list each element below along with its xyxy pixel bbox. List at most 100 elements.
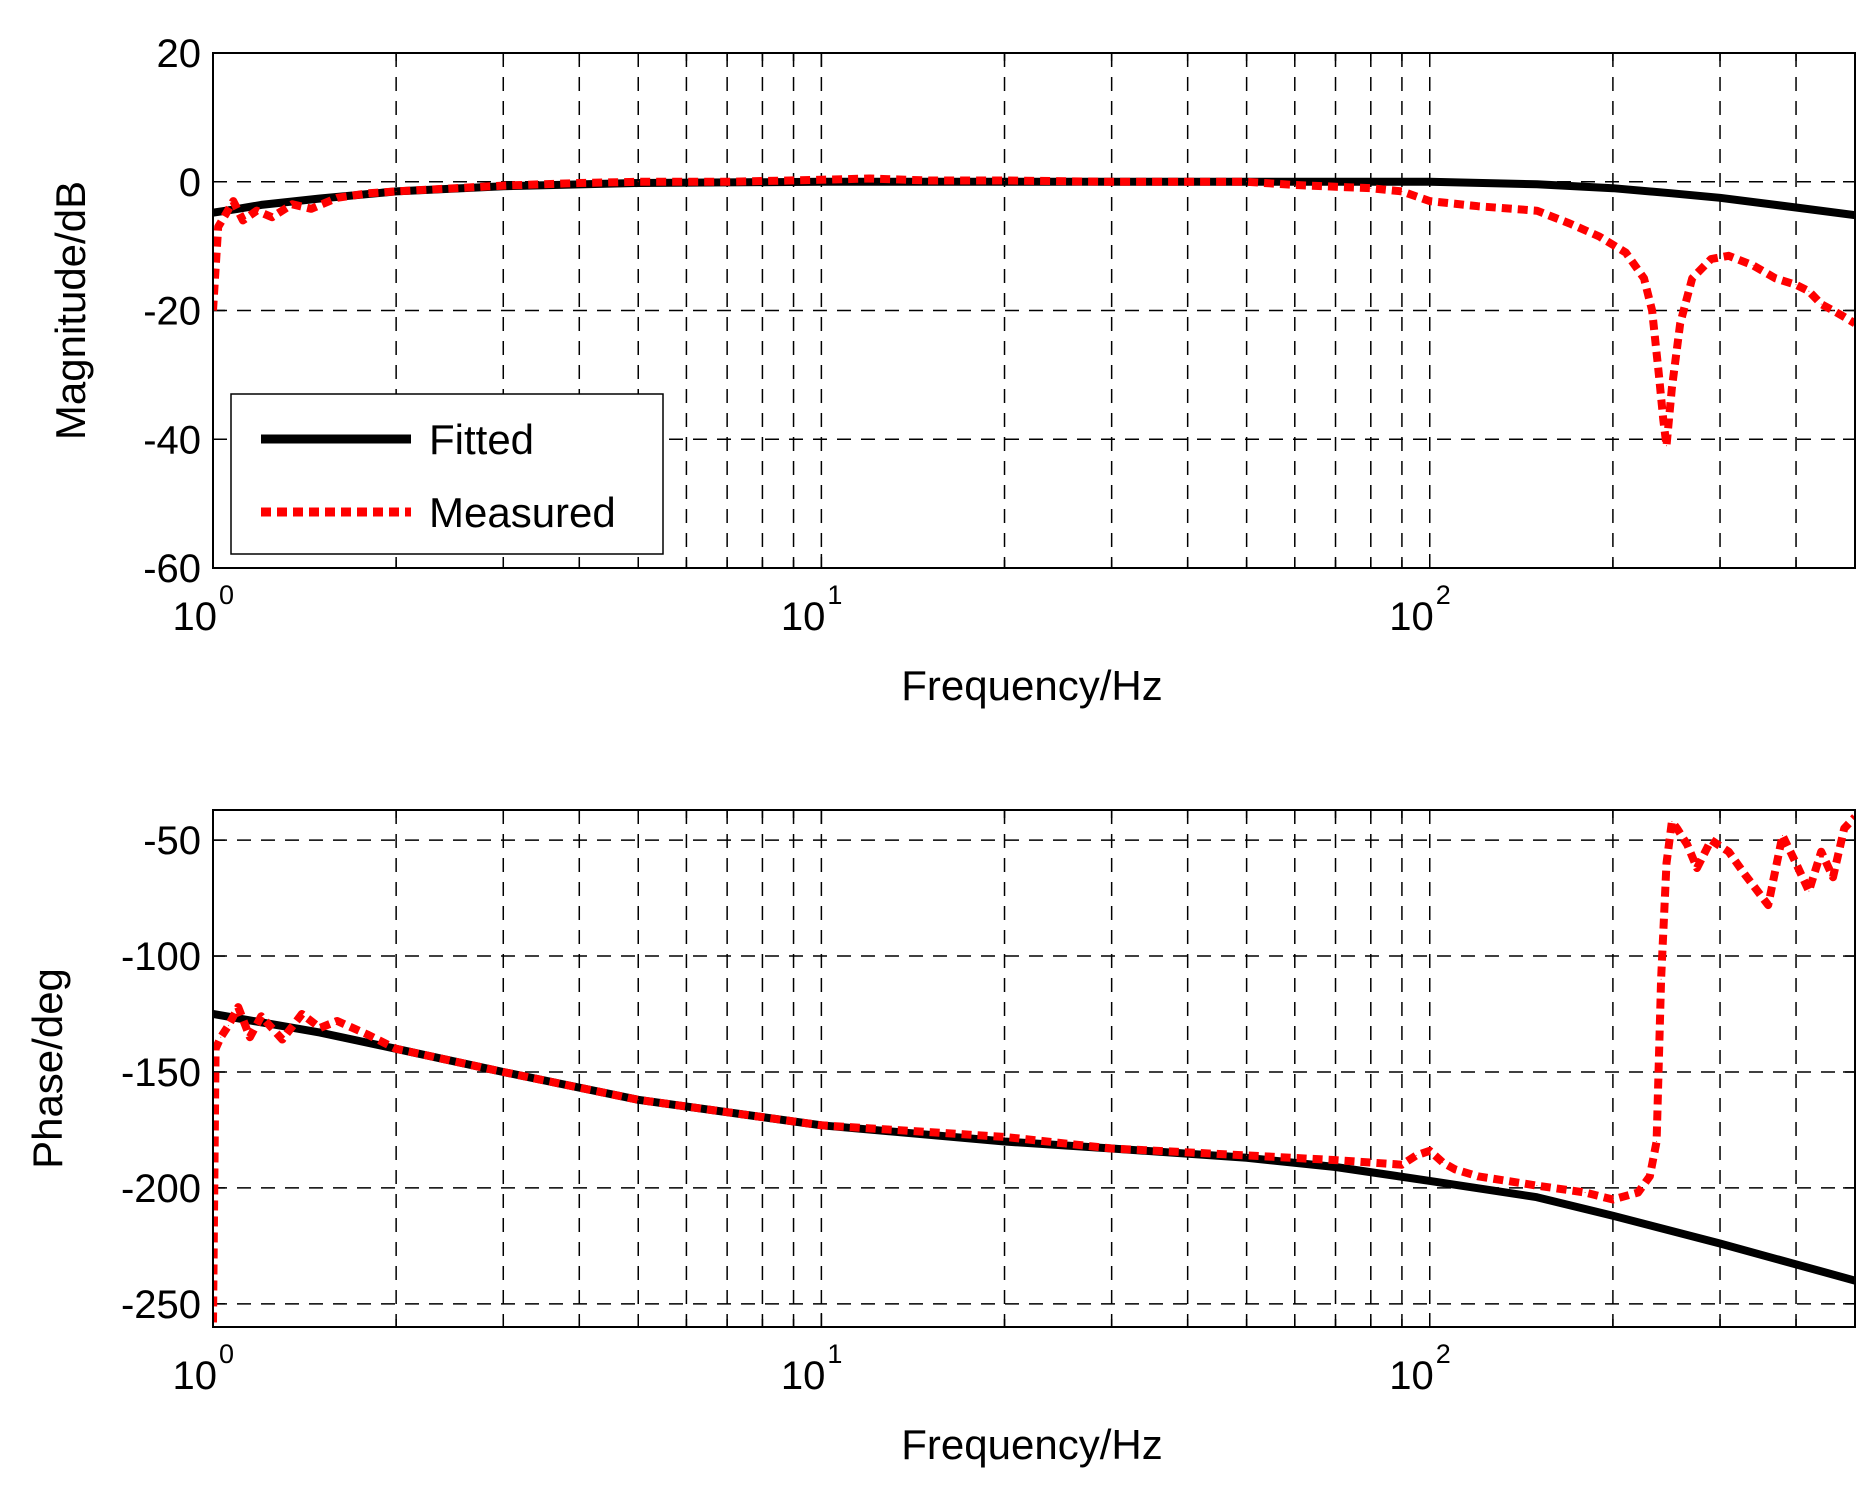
data-point-measured <box>215 1048 217 1050</box>
data-point-measured <box>336 197 338 199</box>
data-point-measured <box>502 1071 504 1073</box>
data-point-measured <box>1671 387 1673 389</box>
y-tick-label: 0 <box>179 161 201 205</box>
y-axis-label: Phase/deg <box>24 968 71 1169</box>
y-tick-label: -250 <box>121 1283 201 1327</box>
data-point-measured <box>1767 904 1769 906</box>
data-point-measured <box>227 1025 229 1027</box>
legend: Fitted Measured <box>230 393 664 555</box>
data-point-measured <box>367 1034 369 1036</box>
data-point-fitted <box>1719 1243 1721 1244</box>
data-point-measured <box>1696 867 1698 869</box>
x-tick-label: 10 <box>1389 1354 1434 1398</box>
data-point-measured <box>1710 258 1712 260</box>
y-axis-label: Magnitude/dB <box>47 181 94 440</box>
x-tick-exponent: 1 <box>827 1339 842 1369</box>
data-point-measured <box>1820 303 1822 305</box>
data-point-measured <box>1598 236 1600 237</box>
data-point-measured <box>928 180 929 181</box>
data-point-measured <box>319 1027 321 1029</box>
data-point-measured <box>395 190 397 192</box>
data-point-measured <box>1808 290 1810 292</box>
data-point-measured <box>1795 862 1797 864</box>
data-point-measured <box>637 1099 639 1101</box>
data-point-measured <box>1401 1164 1403 1166</box>
data-point-measured <box>1429 200 1431 202</box>
data-point-measured <box>820 1124 822 1126</box>
data-point-measured <box>1843 828 1845 829</box>
data-point-measured <box>1832 310 1834 311</box>
data-point-measured <box>1442 1161 1444 1163</box>
x-tick-label: 10 <box>173 595 218 639</box>
x-tick-label: 10 <box>1389 595 1434 639</box>
x-tick-exponent: 2 <box>1436 1339 1451 1369</box>
data-point-measured <box>1744 874 1746 876</box>
data-point-fitted <box>637 182 639 184</box>
data-point-fitted <box>1429 181 1431 183</box>
data-point-measured <box>1637 1192 1639 1193</box>
data-point-measured <box>1246 181 1248 183</box>
data-point-measured <box>726 181 728 183</box>
data-point-measured <box>1370 187 1372 189</box>
data-point-fitted <box>1719 197 1721 199</box>
data-point-measured <box>1569 223 1571 225</box>
data-point-measured <box>1294 184 1296 186</box>
data-point-fitted <box>260 204 262 206</box>
data-point-measured <box>301 1013 303 1015</box>
x-tick-label: 10 <box>781 595 826 639</box>
y-tick-label: -60 <box>143 547 201 591</box>
data-point-measured <box>1728 255 1730 257</box>
data-point-measured <box>1429 1150 1431 1152</box>
data-point-measured <box>1666 862 1667 864</box>
data-point-measured <box>1658 374 1660 376</box>
data-point-fitted <box>237 208 239 210</box>
y-tick-label: 20 <box>157 32 202 76</box>
data-point-measured <box>291 203 293 205</box>
data-point-measured <box>1401 190 1403 192</box>
data-point-measured <box>1774 277 1776 279</box>
data-point-measured <box>1536 1185 1538 1187</box>
x-axis-label: Frequency/Hz <box>901 1421 1162 1468</box>
data-point-measured <box>1752 264 1754 266</box>
data-point-measured <box>1679 322 1681 324</box>
data-point-fitted <box>1004 1141 1005 1142</box>
data-point-fitted <box>1335 1166 1336 1168</box>
data-point-measured <box>1335 1159 1336 1161</box>
data-point-measured <box>1454 1168 1456 1170</box>
data-point-measured <box>1671 821 1673 823</box>
data-point-measured <box>242 219 244 221</box>
data-point-measured <box>1111 181 1113 183</box>
y-tick-label: -20 <box>143 290 201 334</box>
data-point-fitted <box>1429 1180 1431 1182</box>
data-point-measured <box>260 1015 262 1017</box>
data-point-measured <box>1660 978 1662 980</box>
x-tick-exponent: 0 <box>219 580 234 610</box>
data-point-measured <box>1643 277 1645 279</box>
data-point-measured <box>232 200 234 202</box>
x-axis-label: Frequency/Hz <box>901 662 1162 709</box>
legend-label-measured: Measured <box>429 489 616 536</box>
data-point-measured <box>1246 1154 1248 1156</box>
data-point-measured <box>1686 844 1688 846</box>
data-point-measured <box>820 179 822 181</box>
data-point-measured <box>1691 277 1693 279</box>
data-point-measured <box>1536 210 1538 212</box>
data-point-measured <box>1477 1175 1479 1177</box>
data-point-measured <box>578 182 580 184</box>
data-point-measured <box>271 216 273 218</box>
data-point-measured <box>249 1036 251 1038</box>
data-point-measured <box>1651 310 1653 311</box>
data-point-measured <box>217 226 219 228</box>
data-point-measured <box>367 192 369 194</box>
data-point-fitted <box>1536 183 1538 185</box>
data-point-measured <box>1649 1175 1651 1177</box>
data-point-measured <box>502 185 504 187</box>
y-tick-label: -100 <box>121 935 201 979</box>
data-point-measured <box>1795 284 1797 286</box>
data-point-measured <box>281 1039 283 1040</box>
data-point-measured <box>1612 1199 1614 1200</box>
y-tick-label: -200 <box>121 1167 201 1211</box>
data-point-measured <box>869 178 871 179</box>
data-point-measured <box>1004 180 1005 181</box>
